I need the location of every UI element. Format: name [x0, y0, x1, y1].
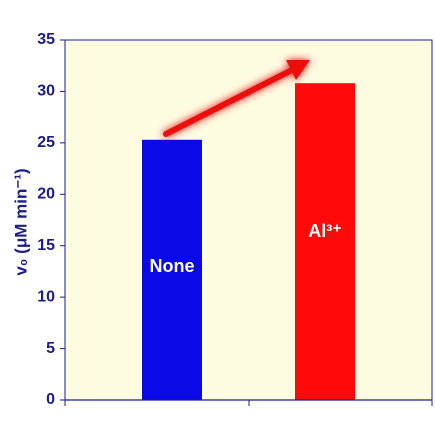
y-tick-label: 10: [37, 288, 55, 305]
y-tick-label: 30: [37, 83, 55, 100]
arrow-head: [286, 60, 310, 80]
y-tick-label: 20: [37, 186, 55, 203]
y-tick-label: 15: [37, 237, 55, 254]
bar-label: Al³⁺: [308, 221, 342, 241]
y-tick-label: 0: [46, 391, 55, 408]
plot-area: [64, 39, 433, 401]
trend-arrow: [163, 60, 310, 137]
bar: [142, 139, 202, 400]
bar-label: None: [150, 256, 195, 276]
y-tick-label: 5: [46, 340, 55, 357]
arrow-shaft: [163, 67, 295, 137]
y-tick-label: 35: [37, 31, 55, 48]
y-tick-label: 25: [37, 134, 55, 151]
bar: [295, 83, 355, 400]
y-axis-label: v₀ (μM min⁻¹): [11, 168, 30, 275]
